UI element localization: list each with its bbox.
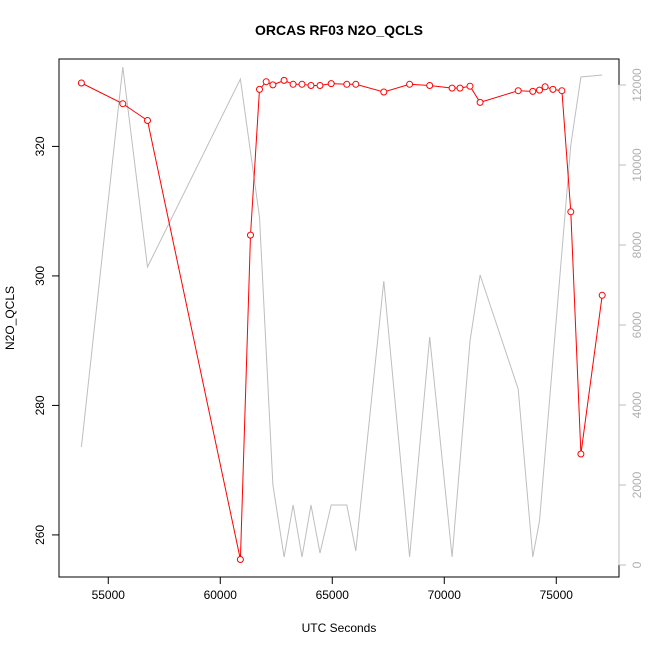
y2-tick-label: 8000 [630,231,644,258]
x-tick-label: 75000 [540,588,574,602]
data-point [280,76,288,84]
data-point [558,87,566,95]
series-line-altitude [80,66,603,558]
y-tick-label: 320 [33,136,47,156]
axis-layer: 55000 60000 65000 70000 75000 260 280 300 320 0 20… [33,68,644,602]
x-tick-label: 70000 [428,588,462,602]
data-point [536,86,543,94]
data-point [426,82,434,89]
y2-tick-label: 4000 [630,391,644,418]
chart-title: ORCAS RF03 N2O_QCLS [255,22,423,38]
y-tick-label: 300 [33,266,47,286]
x-tick-label: 55000 [92,588,126,602]
data-point [77,79,85,87]
data-point [256,85,263,93]
series-line-n2o [81,79,603,560]
plot-frame [58,58,620,578]
data-point [307,82,315,89]
data-point [327,80,335,88]
y-tick-label: 260 [33,525,47,545]
data-point [236,556,244,563]
data-point [406,80,414,88]
y2-tick-label: 6000 [630,311,644,338]
y2-tick-label: 12000 [630,68,644,102]
data-point [466,82,474,90]
data-point [514,87,522,95]
y-tick-label: 280 [33,395,47,415]
data-point [269,81,277,89]
y2-tick-label: 10000 [630,148,644,182]
data-point [144,117,151,124]
x-tick-label: 65000 [316,588,350,602]
x-axis-label: UTC Seconds [302,621,377,635]
data-point [541,83,549,91]
y2-tick-label: 2000 [630,471,644,498]
plot-layer [77,66,606,563]
y2-tick-label: 0 [630,561,644,568]
data-point [316,82,324,89]
data-point [549,85,557,93]
data-point [119,100,127,108]
data-point [247,231,254,239]
data-point [598,291,606,299]
data-point [289,80,297,88]
data-point [262,78,270,86]
data-point [380,88,388,96]
data-point [476,98,484,106]
data-point [577,450,585,458]
y-axis-label: N2O_QCLS [3,286,17,350]
data-point [352,80,360,88]
data-point [567,208,575,216]
data-point [529,87,537,95]
data-point [448,84,456,92]
data-point [343,80,351,88]
data-point [298,80,306,88]
x-tick-label: 60000 [204,588,238,602]
data-point [456,84,464,92]
